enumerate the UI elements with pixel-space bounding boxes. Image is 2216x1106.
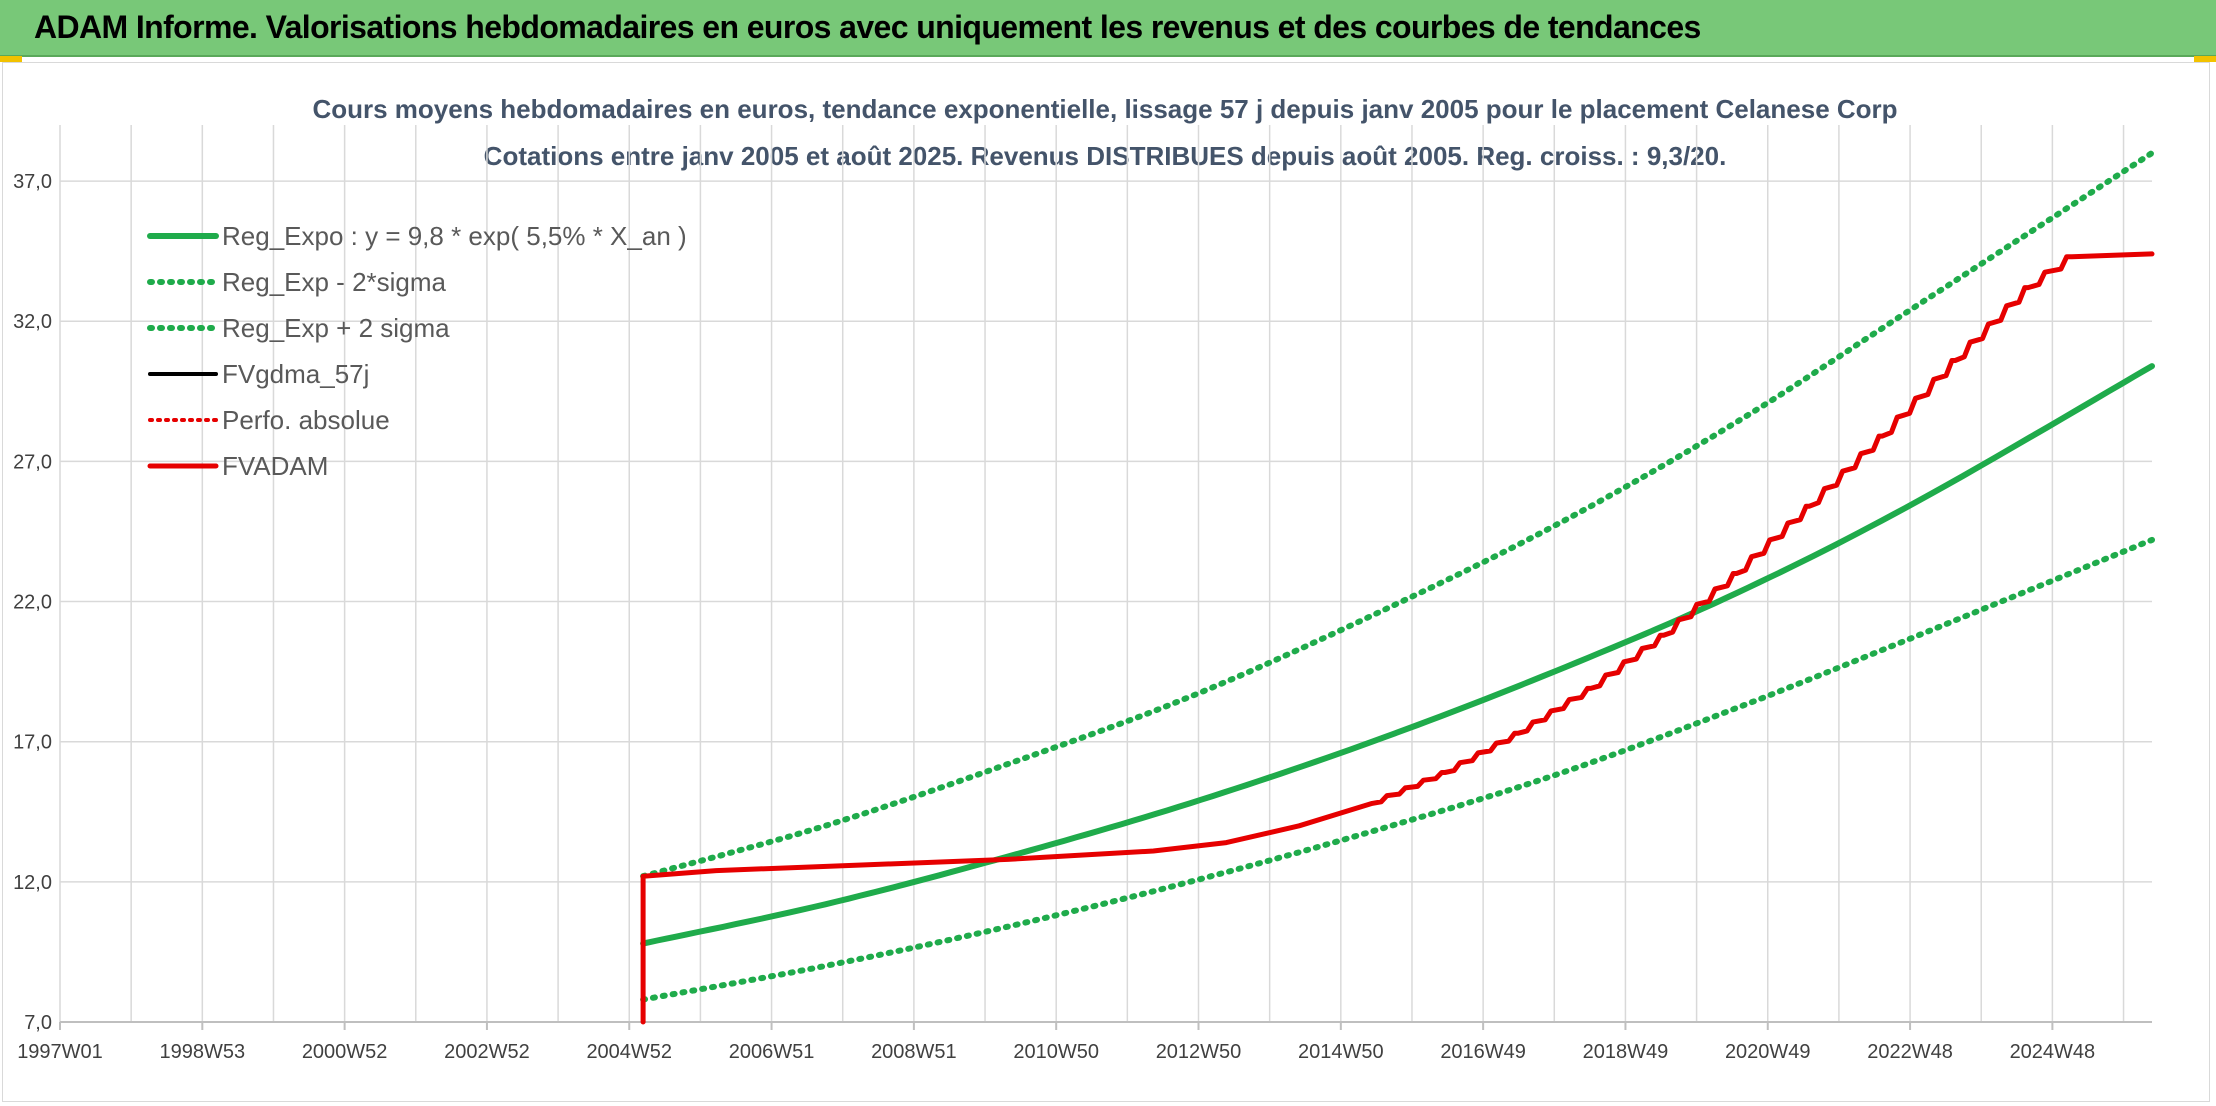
x-tick-label: 2016W49	[1440, 1041, 1526, 1063]
y-tick-label: 32,0	[13, 311, 52, 333]
x-tick-label: 2006W51	[729, 1041, 815, 1063]
report-title: ADAM Informe. Valorisations hebdomadaire…	[34, 9, 1701, 45]
x-tick-label: 1997W01	[17, 1041, 103, 1063]
x-tick-label: 2012W50	[1156, 1041, 1242, 1063]
x-tick-label: 2004W52	[586, 1041, 672, 1063]
corner-accent-right	[2194, 56, 2216, 62]
y-tick-label: 7,0	[24, 1012, 52, 1034]
series-line-dotted-green	[640, 150, 2155, 880]
x-tick-label: 2000W52	[302, 1041, 388, 1063]
y-tick-label: 27,0	[13, 451, 52, 473]
legend: Reg_Expo : y = 9,8 * exp( 5,5% * X_an ) R…	[147, 221, 687, 481]
legend-label: Perfo. absolue	[222, 405, 390, 435]
chart-frame	[2, 62, 2210, 1102]
legend-label: FVgdma_57j	[222, 359, 369, 389]
x-tick-label: 2008W51	[871, 1041, 957, 1063]
report-banner: ADAM Informe. Valorisations hebdomadaire…	[0, 0, 2216, 57]
legend-label: Reg_Expo : y = 9,8 * exp( 5,5% * X_an )	[222, 221, 687, 251]
corner-accent-left	[0, 56, 22, 62]
axes: 7,0 12,0 17,0 22,0 27,0 32,0 37,0 1997W01 1998W5…	[13, 171, 2152, 1063]
series-layer	[640, 150, 2155, 1025]
y-tick-label: 17,0	[13, 732, 52, 754]
legend-label: FVADAM	[222, 451, 328, 481]
x-tick-label: 2020W49	[1725, 1041, 1811, 1063]
chart-subtitle: Cotations entre janv 2005 et août 2025. …	[484, 141, 1727, 171]
x-tick-label: 2024W48	[2010, 1041, 2096, 1063]
series-line-solid-red	[640, 251, 2155, 1025]
y-tick-label: 37,0	[13, 171, 52, 193]
series-line-solid-black	[641, 251, 2154, 879]
x-tick-label: 2014W50	[1298, 1041, 1384, 1063]
y-tick-label: 12,0	[13, 872, 52, 894]
series-line-dotted-green	[640, 536, 2155, 1003]
x-tick-label: 1998W53	[160, 1041, 246, 1063]
x-tick-label: 2010W50	[1013, 1041, 1099, 1063]
y-tick-label: 22,0	[13, 592, 52, 614]
x-tick-label: 2022W48	[1867, 1041, 1953, 1063]
series-line-solid-green	[640, 363, 2155, 947]
legend-label: Reg_Exp - 2*sigma	[222, 267, 447, 297]
grid	[59, 125, 2152, 1023]
x-tick-label: 2018W49	[1583, 1041, 1669, 1063]
x-tick-label: 2002W52	[444, 1041, 530, 1063]
chart-title: Cours moyens hebdomadaires en euros, ten…	[312, 94, 1897, 124]
legend-label: Reg_Exp + 2 sigma	[222, 313, 450, 343]
